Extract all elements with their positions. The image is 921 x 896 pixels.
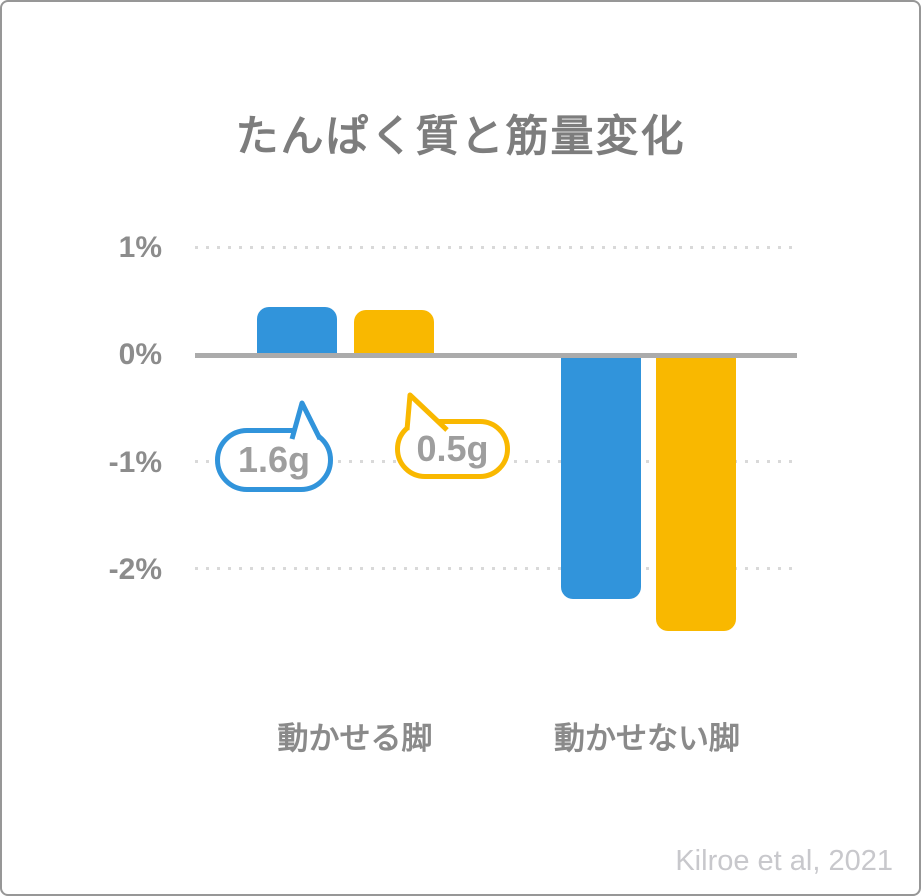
y-tick-0pct: 0% (118, 338, 162, 371)
y-tick-plus1pct: 1% (118, 231, 162, 264)
legend-bubble-yellow: 0.5g (395, 392, 510, 479)
source-citation: Kilroe et al, 2021 (675, 845, 893, 877)
bar-yellow-movable-leg (354, 309, 434, 355)
bar-blue-immobile-leg (561, 355, 641, 600)
y-tick-minus1pct: -1% (108, 446, 162, 479)
y-tick-minus2pct: -2% (108, 553, 162, 586)
gridline-minus2pct (195, 567, 798, 570)
zero-baseline (195, 353, 797, 358)
gridline-plus1pct (195, 246, 798, 249)
speech-bubble-tail-icon (404, 392, 449, 432)
legend-label-blue: 1.6g (237, 439, 311, 480)
bar-blue-movable-leg (257, 306, 337, 355)
legend-bubble-blue: 1.6g (215, 400, 333, 492)
x-label-immobile-leg: 動かせない脚 (554, 721, 740, 756)
speech-bubble-tail-icon (289, 400, 323, 441)
x-label-movable-leg: 動かせる脚 (277, 721, 433, 756)
legend-label-yellow: 0.5g (416, 428, 489, 469)
chart-title: たんぱく質と筋量変化 (235, 113, 686, 161)
bar-yellow-immobile-leg (656, 355, 736, 632)
